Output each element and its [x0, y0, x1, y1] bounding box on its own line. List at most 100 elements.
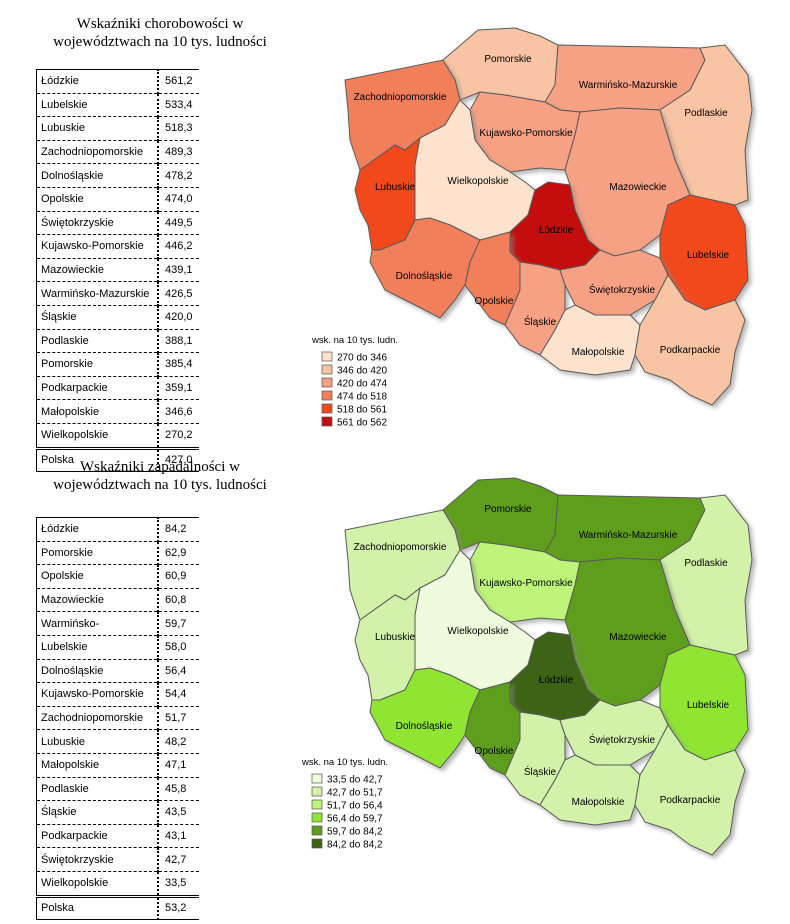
region-label: Małopolskie	[572, 347, 625, 358]
morbidity-map-legend: wsk. na 10 tys. ludn. 270 do 346 346 do 42…	[311, 335, 398, 429]
region-value-cell: 346,6	[157, 399, 199, 424]
region-name-cell: Świętokrzyskie	[36, 211, 158, 236]
region-label: Podkarpackie	[660, 795, 721, 806]
table-row: Warmińsko- 59,7	[36, 611, 199, 636]
region-name-cell: Mazowieckie	[36, 588, 158, 613]
region-pomorskie	[442, 27, 559, 103]
legend-title: wsk. na 10 tys. ludn.	[301, 757, 388, 768]
total-name-cell: Polska	[36, 446, 158, 472]
total-value-cell: 53,2	[157, 894, 199, 920]
table-row: Łódzkie 561,2	[36, 69, 199, 94]
region-name-cell: Zachodniopomorskie	[36, 140, 158, 165]
table-row: Opolskie 474,0	[36, 187, 199, 212]
total-value-cell: 427,0	[157, 446, 199, 472]
table-row: Kujawsko-Pomorskie 446,2	[36, 234, 199, 259]
legend-label: 56,4 do 59,7	[327, 814, 383, 825]
region-value-cell: 426,5	[157, 281, 199, 306]
table-row: Wielkopolskie 270,2	[36, 423, 199, 449]
legend-swatch	[311, 786, 323, 797]
region-value-cell: 48,2	[157, 729, 199, 754]
region-value-cell: 533,4	[157, 93, 199, 118]
legend-label: 420 do 474	[337, 379, 387, 390]
table-row: Śląskie 420,0	[36, 305, 199, 330]
region-name-cell: Lubelskie	[36, 93, 158, 118]
legend-swatch	[311, 825, 323, 836]
section1-title-line1: Wskaźniki chorobowości w	[76, 16, 244, 32]
region-value-cell: 62,9	[157, 541, 199, 566]
region-value-cell: 60,8	[157, 588, 199, 613]
region-label: Dolnośląskie	[396, 271, 453, 282]
region-value-cell: 54,4	[157, 682, 199, 707]
table-row: Świętokrzyskie 42,7	[36, 847, 199, 872]
legend-label: 42,7 do 51,7	[327, 788, 383, 799]
region-name-cell: Świętokrzyskie	[36, 847, 158, 872]
region-name-cell: Podlaskie	[36, 329, 158, 354]
region-value-cell: 478,2	[157, 163, 199, 188]
region-label: Dolnośląskie	[396, 721, 453, 732]
region-name-cell: Lubelskie	[36, 635, 158, 660]
region-value-cell: 489,3	[157, 140, 199, 165]
legend-label: 59,7 do 84,2	[327, 827, 383, 838]
region-label: Warmińsko-Mazurskie	[579, 80, 678, 91]
table-row: Małopolskie 47,1	[36, 753, 199, 778]
region-name-cell: Podkarpackie	[36, 824, 158, 849]
region-label: Kujawsko-Pomorskie	[479, 578, 573, 589]
region-name-cell: Lubuskie	[36, 116, 158, 141]
region-value-cell: 56,4	[157, 659, 199, 684]
legend-swatch	[311, 799, 323, 810]
region-pomorskie	[442, 477, 559, 553]
legend-label: 84,2 do 84,2	[327, 840, 383, 851]
region-label: Łódzkie	[539, 675, 574, 686]
region-label: Pomorskie	[484, 54, 532, 65]
region-label: Podkarpackie	[660, 345, 721, 356]
region-name-cell: Łódzkie	[36, 517, 158, 542]
section2-title: Wskaźniki zapadalności w województwach n…	[20, 458, 300, 494]
region-małopolskie	[539, 754, 641, 826]
region-value-cell: 42,7	[157, 847, 199, 872]
region-value-cell: 449,5	[157, 211, 199, 236]
region-label: Śląskie	[524, 765, 557, 778]
region-label: Zachodniopomorskie	[354, 542, 447, 553]
region-label: Lubuskie	[375, 632, 415, 643]
section2-title-line2: województwach na 10 tys. ludności	[53, 477, 267, 493]
region-name-cell: Małopolskie	[36, 753, 158, 778]
region-name-cell: Pomorskie	[36, 541, 158, 566]
table-row: Lubuskie 518,3	[36, 116, 199, 141]
table-row: Mazowieckie 60,8	[36, 588, 199, 613]
total-name-cell: Polska	[36, 894, 158, 920]
legend-title: wsk. na 10 tys. ludn.	[311, 335, 398, 346]
region-value-cell: 270,2	[157, 423, 199, 449]
region-label: Świętokrzyskie	[589, 733, 656, 746]
legend-swatch	[321, 416, 333, 427]
region-name-cell: Warmińsko-	[36, 611, 158, 636]
region-value-cell: 43,1	[157, 824, 199, 849]
table-row: Łódzkie 84,2	[36, 517, 199, 542]
region-name-cell: Zachodniopomorskie	[36, 706, 158, 731]
legend-label: 270 do 346	[337, 353, 387, 364]
region-value-cell: 60,9	[157, 564, 199, 589]
region-value-cell: 420,0	[157, 305, 199, 330]
region-value-cell: 43,5	[157, 800, 199, 825]
region-name-cell: Wielkopolskie	[36, 871, 158, 897]
legend-swatch	[321, 403, 333, 414]
region-name-cell: Dolnośląskie	[36, 163, 158, 188]
table-row: Wielkopolskie 33,5	[36, 871, 199, 897]
region-label: Mazowieckie	[609, 182, 667, 193]
section2-table: Łódzkie 84,2 Pomorskie 62,9 Opolskie 60,9 Mazo…	[36, 517, 199, 920]
legend-swatch	[321, 364, 333, 375]
region-name-cell: Łódzkie	[36, 69, 158, 94]
morbidity-map: Pomorskie Warmińsko-Mazurskie Zachodniopom…	[344, 27, 753, 406]
region-name-cell: Opolskie	[36, 187, 158, 212]
legend-label: 561 do 562	[337, 418, 387, 429]
region-label: Pomorskie	[484, 504, 532, 515]
legend-swatch	[311, 773, 323, 784]
region-name-cell: Warmińsko-Mazurskie	[36, 281, 158, 306]
table-row: Opolskie 60,9	[36, 564, 199, 589]
table-row: Podlaskie 388,1	[36, 329, 199, 354]
region-name-cell: Kujawsko-Pomorskie	[36, 682, 158, 707]
legend-swatch	[321, 351, 333, 362]
table-total-row: Polska 53,2	[36, 894, 199, 920]
region-name-cell: Śląskie	[36, 305, 158, 330]
incidence-map-legend: wsk. na 10 tys. ludn. 33,5 do 42,7 42,7 do…	[301, 757, 388, 851]
